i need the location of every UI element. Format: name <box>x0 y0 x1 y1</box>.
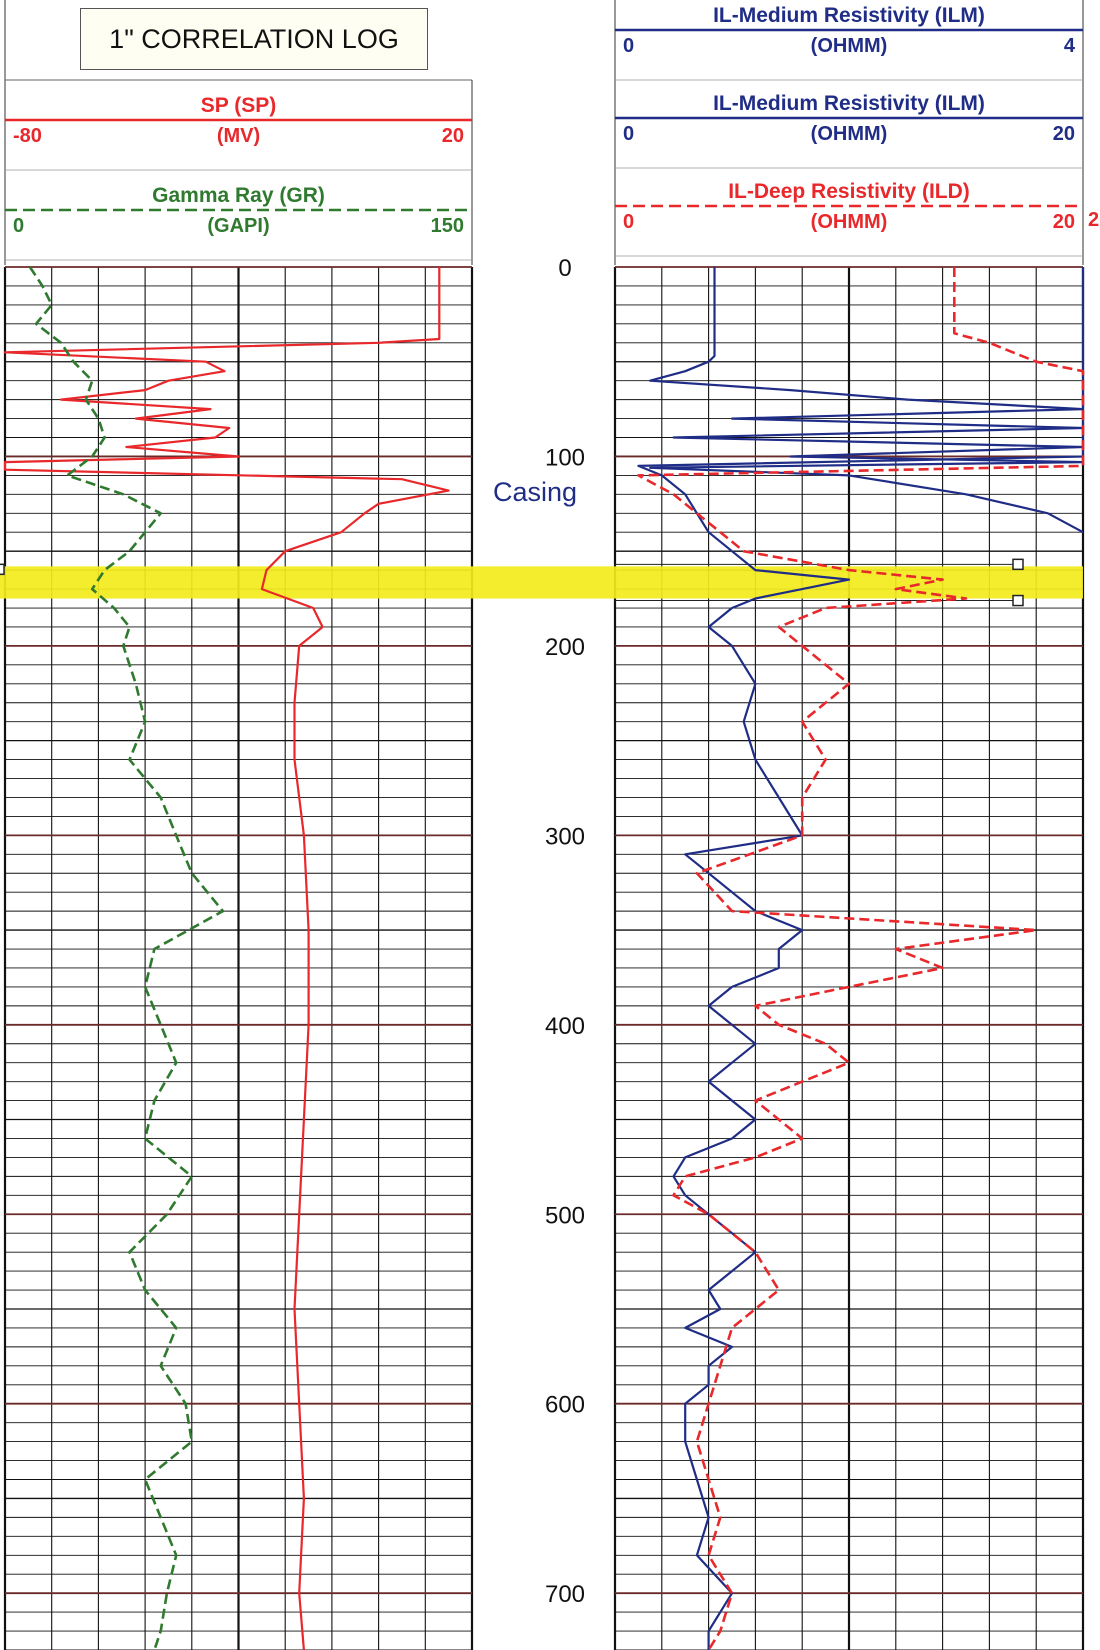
curves <box>3 266 1085 1650</box>
curve-name: SP (SP) <box>201 94 276 117</box>
curve-unit: (OHMM) <box>811 35 888 57</box>
log-title: 1" CORRELATION LOG <box>80 8 428 70</box>
marker-handle-left <box>0 563 5 576</box>
curve-scale-max: 4 <box>1064 35 1076 57</box>
curve-unit: (GAPI) <box>207 215 269 237</box>
depth-tick-label: 200 <box>545 634 585 661</box>
curve-scale-max: 20 <box>1053 211 1075 233</box>
depth-axis: 0 100 200 300 400 500 600 700 <box>545 255 585 1608</box>
curve-unit: (OHMM) <box>811 123 888 145</box>
curve-scale-min: 0 <box>623 123 634 145</box>
curve-name: Gamma Ray (GR) <box>152 184 325 207</box>
marker-handle-bottom <box>1012 594 1024 607</box>
curve-scale-max: 20 <box>442 125 464 147</box>
curve-scale-max: 20 <box>1053 123 1075 145</box>
curve-line <box>28 266 225 1650</box>
casing-label: Casing <box>493 477 577 507</box>
depth-tick-label: 0 <box>558 255 571 282</box>
curve-scale-max: 150 <box>431 215 464 237</box>
grid <box>3 266 1085 1650</box>
depth-tick-label: 500 <box>545 1202 585 1229</box>
curve-line <box>637 267 1085 1650</box>
curve-headers: SP (SP) (MV) -80 20 Gamma Ray (GR) (GAPI) 0 150… <box>4 0 1100 265</box>
highlight-band <box>0 558 1083 607</box>
curve-line <box>3 267 450 1650</box>
curve-scale-min: -80 <box>13 125 42 147</box>
curve-line <box>637 267 1085 1650</box>
curve-name: IL-Medium Resistivity (ILM) <box>713 4 985 27</box>
curve-scale-min: 0 <box>623 35 634 57</box>
curve-name: IL-Deep Resistivity (ILD) <box>728 180 970 203</box>
highlight-band-rect <box>0 566 1083 599</box>
curve-unit: (OHMM) <box>811 211 888 233</box>
curve-scale-min: 0 <box>623 211 634 233</box>
depth-tick-label: 600 <box>545 1392 585 1419</box>
curve-unit: (MV) <box>217 125 260 147</box>
marker-handle-top <box>1012 558 1024 571</box>
depth-tick-label: 700 <box>545 1581 585 1608</box>
depth-tick-label: 100 <box>545 444 585 471</box>
depth-tick-label: 300 <box>545 823 585 850</box>
curve-scale-min: 0 <box>13 215 24 237</box>
curve-name: IL-Medium Resistivity (ILM) <box>713 92 985 115</box>
depth-tick-label: 400 <box>545 1013 585 1040</box>
curve-line <box>648 267 1085 534</box>
curve-scale-min: 20 <box>1088 209 1100 231</box>
